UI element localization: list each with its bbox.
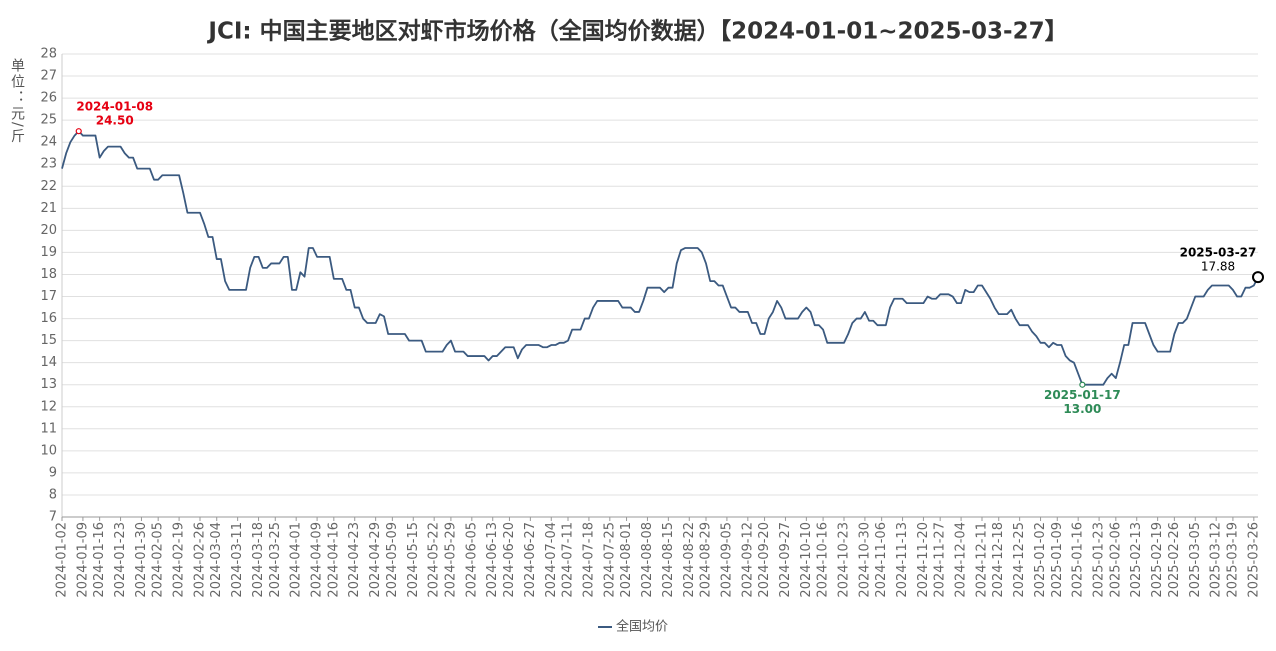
- x-tick-label: 2024-08-15: [661, 522, 676, 598]
- x-tick-label: 2024-04-23: [347, 522, 362, 598]
- x-tick-label: 2024-06-27: [523, 522, 538, 598]
- annotation-marker: [75, 128, 82, 135]
- annotation-date: 2025-01-17: [1044, 388, 1121, 402]
- x-tick-label: 2024-03-18: [251, 522, 266, 598]
- x-tick-label: 2024-03-25: [268, 522, 283, 598]
- x-tick-label: 2025-01-09: [1050, 522, 1065, 598]
- x-tick-label: 2024-07-11: [561, 522, 576, 598]
- y-tick-label: 27: [40, 69, 57, 84]
- y-tick-label: 11: [40, 421, 57, 436]
- annotation-label: 24.50: [96, 114, 134, 128]
- annotation-label: 13.00: [1063, 402, 1101, 416]
- y-tick-label: 18: [40, 267, 57, 282]
- x-tick-label: 2024-05-22: [427, 522, 442, 598]
- x-tick-label: 2024-09-27: [778, 522, 793, 598]
- x-tick-label: 2024-08-22: [682, 522, 697, 598]
- annotation-marker: [1079, 381, 1086, 388]
- y-tick-label: 9: [49, 465, 57, 480]
- x-tick-label: 2024-02-05: [151, 522, 166, 598]
- x-tick-label: 2025-02-26: [1167, 522, 1182, 598]
- x-tick-label: 2024-06-20: [502, 522, 517, 598]
- x-tick-label: 2025-03-26: [1246, 522, 1261, 598]
- annotation-date: 2024-01-08: [76, 100, 153, 114]
- x-tick-label: 2025-01-16: [1071, 522, 1086, 598]
- y-axis-label: 单位：元/斤: [9, 58, 25, 145]
- x-tick-label: 2024-04-29: [368, 522, 383, 598]
- x-tick-label: 2024-08-29: [699, 522, 714, 598]
- x-tick-label: 2024-12-25: [1012, 522, 1027, 598]
- y-tick-label: 23: [40, 157, 57, 172]
- x-tick-label: 2024-11-13: [895, 522, 910, 598]
- x-tick-label: 2024-04-16: [326, 522, 341, 598]
- x-tick-label: 2024-09-12: [740, 522, 755, 598]
- y-tick-label: 7: [49, 510, 57, 525]
- x-tick-label: 2024-10-10: [799, 522, 814, 598]
- series-line: [61, 130, 1259, 386]
- y-tick-label: 25: [40, 113, 57, 128]
- x-tick-label: 2025-02-19: [1150, 522, 1165, 598]
- x-tick-label: 2024-11-06: [874, 522, 889, 598]
- x-tick-label: 2024-04-01: [289, 522, 304, 598]
- y-tick-label: 12: [40, 399, 57, 414]
- x-tick-label: 2024-05-15: [406, 522, 421, 598]
- x-tick-label: 2024-01-23: [113, 522, 128, 598]
- x-tick-label: 2024-12-11: [975, 522, 990, 598]
- x-tick-label: 2024-01-09: [75, 522, 90, 598]
- x-tick-label: 2024-06-13: [485, 522, 500, 598]
- x-tick-label: 2024-07-25: [602, 522, 617, 598]
- chart-title: JCI: 中国主要地区对虾市场价格（全国均价数据）【2024-01-01~202…: [206, 18, 1067, 45]
- x-tick-label: 2024-06-05: [464, 522, 479, 598]
- x-tick-label: 2024-07-04: [544, 522, 559, 598]
- y-tick-label: 24: [40, 135, 57, 150]
- x-tick-label: 2024-01-30: [134, 522, 149, 598]
- x-tick-label: 2024-10-23: [837, 522, 852, 598]
- x-tick-label: 2024-12-18: [991, 522, 1006, 598]
- y-tick-label: 17: [40, 289, 57, 304]
- x-tick-label: 2024-04-09: [310, 522, 325, 598]
- x-tick-label: 2024-10-30: [857, 522, 872, 598]
- legend-label: 全国均价: [616, 619, 668, 635]
- x-tick-label: 2024-08-08: [640, 522, 655, 598]
- x-tick-label: 2024-01-16: [92, 522, 107, 598]
- x-tick-label: 2025-02-06: [1108, 522, 1123, 598]
- x-tick-label: 2024-03-04: [209, 522, 224, 598]
- x-tick-label: 2025-02-13: [1129, 522, 1144, 598]
- x-tick-label: 2024-02-26: [193, 522, 208, 598]
- x-tick-label: 2024-02-19: [172, 522, 187, 598]
- y-tick-label: 14: [40, 355, 57, 370]
- x-tick-label: 2025-03-05: [1188, 522, 1203, 598]
- x-tick-label: 2024-11-27: [933, 522, 948, 598]
- annotation-label: 17.88: [1201, 260, 1235, 274]
- x-tick-label: 2024-05-29: [443, 522, 458, 598]
- x-tick-label: 2025-01-23: [1092, 522, 1107, 598]
- x-tick-label: 2025-03-19: [1225, 522, 1240, 598]
- y-tick-label: 16: [40, 311, 57, 326]
- y-tick-label: 22: [40, 179, 57, 194]
- y-tick-label: 13: [40, 377, 57, 392]
- x-tick-label: 2024-11-20: [916, 522, 931, 598]
- x-tick-label: 2025-03-12: [1209, 522, 1224, 598]
- x-tick-label: 2025-01-02: [1033, 522, 1048, 598]
- x-tick-label: 2024-01-02: [55, 522, 70, 598]
- x-tick-label: 2024-03-11: [230, 522, 245, 598]
- x-tick-label: 2024-09-05: [719, 522, 734, 598]
- x-tick-label: 2024-08-01: [619, 522, 634, 598]
- x-tick-label: 2024-12-04: [954, 522, 969, 598]
- y-tick-label: 19: [40, 245, 57, 260]
- y-tick-label: 21: [40, 201, 57, 216]
- y-tick-label: 28: [40, 47, 57, 62]
- y-tick-label: 20: [40, 223, 57, 238]
- x-tick-label: 2024-07-18: [581, 522, 596, 598]
- y-tick-label: 26: [40, 91, 57, 106]
- x-tick-label: 2024-09-20: [757, 522, 772, 598]
- x-tick-label: 2024-05-09: [385, 522, 400, 598]
- y-tick-label: 15: [40, 333, 57, 348]
- y-tick-label: 8: [49, 487, 57, 502]
- y-tick-label: 10: [40, 443, 57, 458]
- x-tick-label: 2024-10-16: [816, 522, 831, 598]
- annotation-marker: [1252, 271, 1264, 284]
- annotation-date: 2025-03-27: [1180, 246, 1257, 260]
